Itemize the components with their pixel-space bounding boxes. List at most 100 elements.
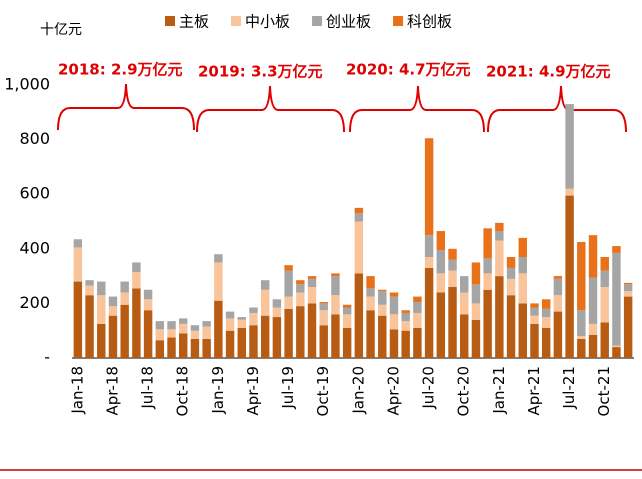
- bar-segment: [331, 314, 340, 358]
- bar-segment: [588, 334, 598, 358]
- bar-segment: [460, 276, 469, 293]
- bar-segment: [214, 300, 223, 358]
- bar-segment: [225, 330, 235, 358]
- bar-segment: [319, 302, 328, 304]
- bar-segment: [342, 307, 352, 315]
- bar-segment: [190, 330, 200, 339]
- bar-segment: [577, 336, 586, 339]
- bar-segment: [378, 315, 387, 358]
- bar-segment: [167, 321, 176, 330]
- bar-segment: [483, 228, 492, 259]
- bar-segment: [623, 284, 633, 292]
- bar-segment: [518, 237, 527, 257]
- bar-segment: [132, 288, 141, 358]
- bar-segment: [413, 302, 422, 313]
- bar-segment: [167, 329, 176, 338]
- x-tick-label: Jan-19: [209, 366, 227, 415]
- bar-segment: [319, 325, 328, 358]
- bar-segment: [73, 281, 83, 358]
- bar-segment: [260, 315, 270, 358]
- legend-label: 主板: [179, 13, 209, 31]
- bar-segment: [600, 270, 609, 288]
- bar-segment: [483, 273, 492, 290]
- bar-segment: [319, 303, 328, 311]
- bar-segment: [342, 314, 352, 328]
- bar-segment: [612, 345, 621, 348]
- bar-segment: [342, 327, 352, 358]
- bar-segment: [623, 296, 633, 358]
- bar-segment: [541, 308, 551, 318]
- bar-segment: [577, 310, 586, 337]
- x-tick-label: Jan-18: [68, 366, 86, 415]
- y-tick-label: 1,000: [4, 75, 50, 94]
- bar-segment: [179, 318, 188, 324]
- bar-segment: [436, 273, 446, 293]
- bar-segment: [588, 277, 598, 324]
- bar-segment: [413, 296, 422, 303]
- bar-segment: [97, 323, 106, 358]
- bar-segment: [612, 347, 621, 358]
- bar-segment: [401, 330, 410, 358]
- bar-segment: [225, 311, 235, 319]
- bar-segment: [600, 322, 609, 358]
- bar-segment: [237, 317, 246, 320]
- bar-segment: [120, 281, 129, 293]
- bar-segment: [272, 307, 282, 318]
- unit-label: 十亿元: [40, 22, 82, 38]
- x-tick-label: Oct-21: [595, 366, 613, 416]
- bar-segment: [389, 314, 399, 330]
- bar-segment: [97, 295, 106, 324]
- bar-segment: [354, 221, 364, 274]
- bar-segment: [296, 280, 305, 285]
- bar-segment: [389, 292, 399, 297]
- bar-segment: [565, 188, 574, 196]
- bar-segment: [424, 256, 434, 268]
- bar-segment: [530, 307, 539, 316]
- bar-segment: [85, 285, 94, 296]
- annotation: 2019: 3.3万亿元: [198, 63, 323, 81]
- bar-segment: [190, 325, 200, 331]
- bar-segment: [260, 289, 270, 316]
- bar-segment: [366, 288, 375, 297]
- bar-segment: [495, 222, 504, 232]
- brace: [487, 85, 627, 133]
- x-tick-label: Apr-18: [103, 366, 121, 416]
- bar-segment: [155, 340, 165, 358]
- bar-segment: [284, 265, 293, 271]
- x-tick-label: Oct-18: [174, 366, 192, 416]
- bar-segment: [495, 231, 504, 241]
- bar-segment: [214, 262, 223, 301]
- bar-segment: [530, 323, 539, 358]
- bar-segment: [553, 295, 563, 312]
- x-tick-label: Jan-20: [349, 366, 367, 415]
- bar-segment: [506, 295, 516, 358]
- bar-segment: [541, 317, 551, 328]
- bar-segment: [249, 312, 258, 326]
- bar-segment: [319, 310, 328, 326]
- bar-segment: [108, 315, 118, 358]
- bar-segment: [448, 287, 457, 358]
- legend-swatch: [393, 16, 404, 26]
- bar-segment: [378, 291, 387, 305]
- bar-segment: [413, 327, 422, 358]
- bar-segment: [202, 338, 211, 358]
- legend-swatch: [231, 16, 242, 26]
- bar-segment: [600, 287, 609, 323]
- legend-label: 科创板: [407, 13, 452, 31]
- bar-segment: [577, 338, 586, 358]
- bar-segment: [541, 299, 551, 309]
- x-tick-label: Jan-21: [490, 366, 508, 415]
- bar-segment: [401, 310, 410, 313]
- bar-segment: [167, 337, 176, 358]
- bar-segment: [307, 278, 317, 288]
- bar-segment: [553, 278, 563, 296]
- bar-segment: [120, 304, 129, 358]
- bar-segment: [296, 292, 305, 307]
- bar-segment: [471, 262, 481, 285]
- bar-segment: [495, 240, 504, 277]
- bar-segment: [190, 338, 200, 358]
- bar-segment: [401, 312, 410, 322]
- annotation: 2020: 4.7万亿元: [346, 61, 471, 79]
- bar-segment: [249, 325, 258, 358]
